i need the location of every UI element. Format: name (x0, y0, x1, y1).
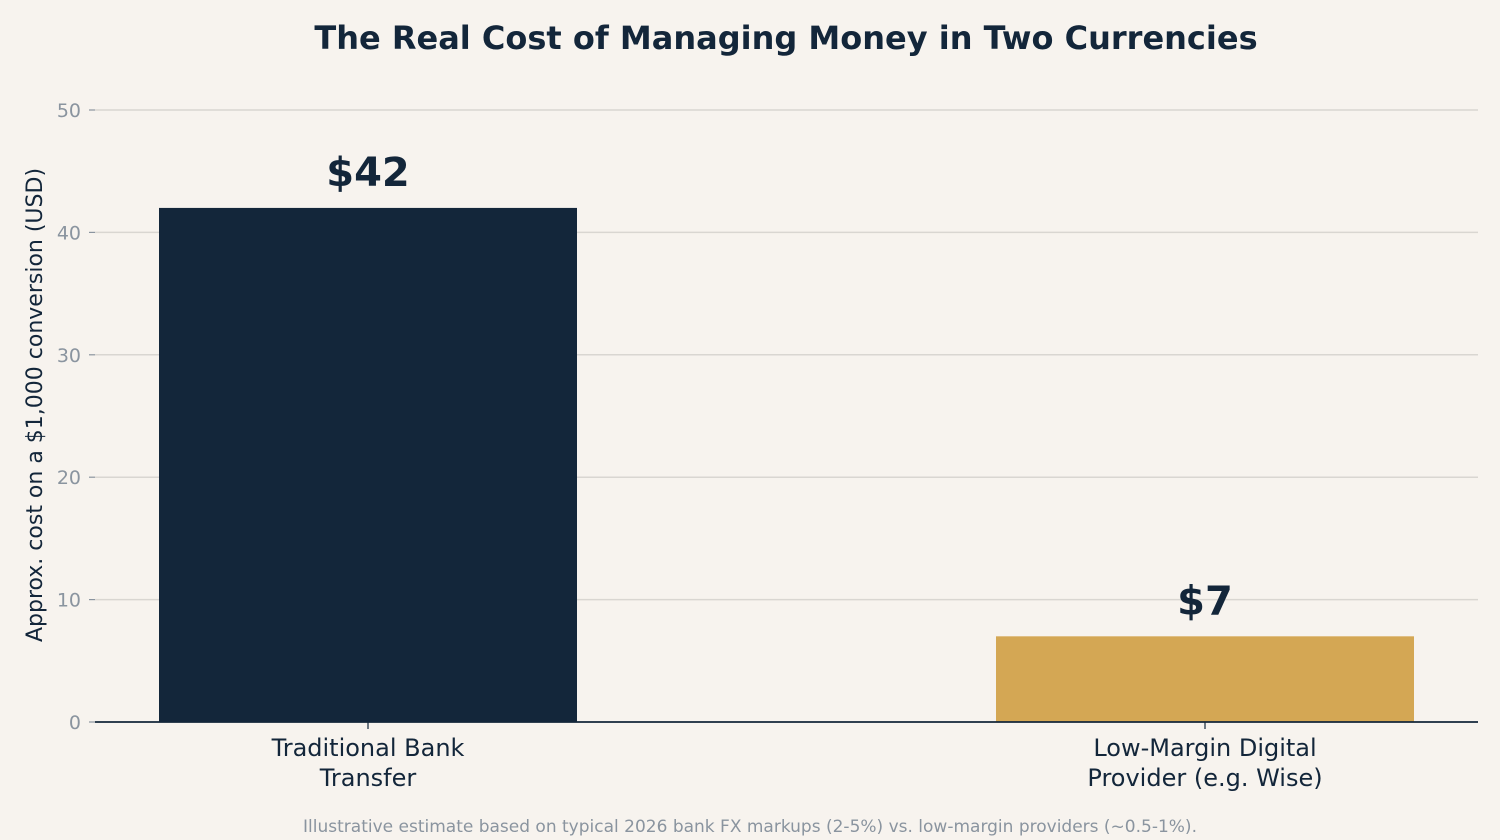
x-tick-label-2-line-2: Provider (e.g. Wise) (1087, 764, 1322, 792)
y-axis-label: Approx. cost on a $1,000 conversion (USD… (23, 168, 48, 642)
value-label-1: $42 (326, 150, 410, 196)
y-tick-label-30: 30 (57, 345, 81, 367)
y-tick-label-50: 50 (57, 100, 81, 122)
y-tick-label-0: 0 (69, 712, 81, 734)
y-tick-label-40: 40 (57, 222, 81, 244)
bar-2 (996, 636, 1414, 722)
bars (159, 207, 1414, 723)
footnote: Illustrative estimate based on typical 2… (303, 817, 1197, 837)
y-tick-label-20: 20 (57, 467, 81, 489)
y-tick-label-10: 10 (57, 590, 81, 612)
bar-1 (159, 207, 577, 723)
value-label-2: $7 (1177, 578, 1233, 624)
chart-title: The Real Cost of Managing Money in Two C… (314, 19, 1257, 57)
x-tick-label-1-line-1: Traditional Bank (271, 734, 465, 762)
x-tick-label-2-line-1: Low-Margin Digital (1093, 734, 1316, 762)
x-tick-label-1-line-2: Transfer (319, 764, 417, 792)
y-axis-ticks: 0 10 20 30 40 50 (57, 100, 95, 734)
value-labels: $42 $7 (326, 150, 1233, 624)
